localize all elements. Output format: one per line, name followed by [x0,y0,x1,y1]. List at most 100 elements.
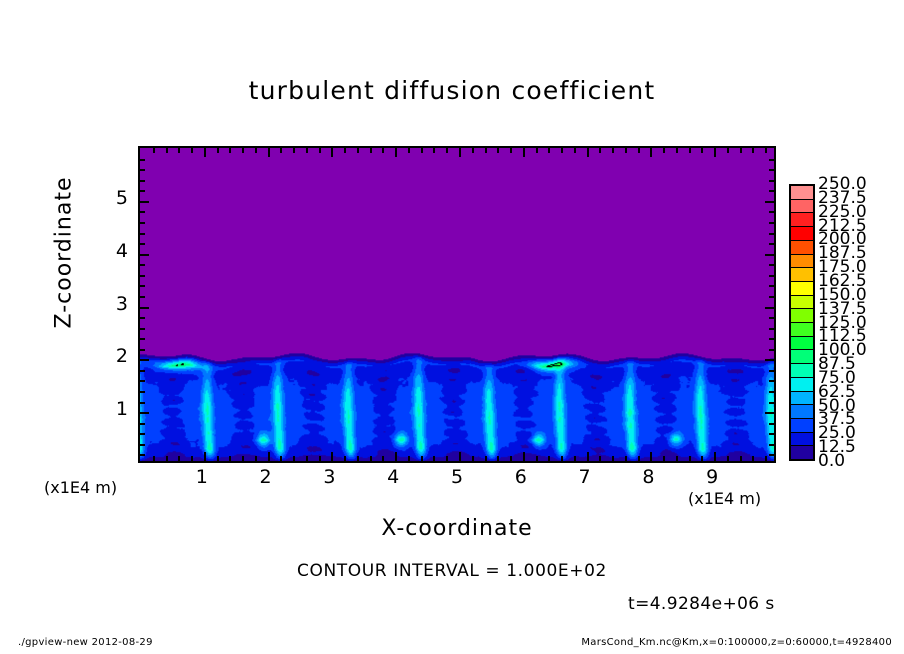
x-tick-top [229,148,232,153]
colorbar [789,184,815,461]
x-tick-top [510,148,513,153]
colorbar-band [791,227,813,241]
heatmap-canvas [140,148,774,461]
x-tick [548,456,551,461]
x-tick-top [331,148,334,157]
x-tick [433,456,436,461]
x-tick [573,456,576,461]
x-tick [535,456,538,461]
colorbar-tick-label: 187.5 [818,243,867,264]
y-tick-right [769,327,774,330]
y-tick [140,285,145,288]
colorbar-band [791,391,813,406]
x-tick-top [663,148,666,153]
x-tick-top [446,148,449,153]
colorbar-band [791,281,813,296]
x-tick [203,452,206,461]
colorbar-band [791,336,813,351]
colorbar-tick-label: 50.0 [818,395,856,416]
x-tick-top [637,148,640,153]
x-tick-top [216,148,219,153]
x-tick-top [612,148,615,153]
y-tick [140,348,145,351]
x-tick-top [497,148,500,153]
y-tick-right [769,295,774,298]
colorbar-band [791,350,813,365]
y-tick-right [769,221,774,224]
y-tick-right [769,338,774,341]
x-tick [650,452,653,461]
y-tick-right [769,232,774,235]
y-tick [140,243,145,246]
x-tick-top [714,148,717,157]
x-tick-top [191,148,194,153]
colorbar-tick-label: 37.5 [818,409,856,430]
x-tick-top [178,148,181,153]
colorbar-tick-label: 225.0 [818,201,867,222]
colorbar-band [791,377,813,392]
x-tick [739,456,742,461]
colorbar-band [791,446,813,460]
colorbar-band [791,186,813,200]
x-tick-top [739,148,742,153]
y-tick-right [769,454,774,457]
y-tick [140,295,145,298]
x-tick-top [165,148,168,153]
x-tick-label: 5 [450,466,464,488]
x-tick-top [726,148,729,153]
x-tick [152,456,155,461]
x-tick-top [599,148,602,153]
x-tick-top [675,148,678,153]
y-axis-title: Z-coordinate [51,176,77,329]
x-unit-label-left: (x1E4 m) [44,478,118,497]
x-tick-label: 2 [259,466,272,488]
x-tick [420,456,423,461]
x-tick [356,456,359,461]
x-tick [216,456,219,461]
colorbar-tick-label: 125.0 [818,312,867,333]
y-tick [140,200,149,203]
x-tick [446,456,449,461]
y-tick [140,443,145,446]
x-tick-top [765,148,768,153]
colorbar-band [791,254,813,269]
x-tick-label: 6 [514,466,527,488]
x-tick-top [650,148,653,157]
x-tick [382,456,385,461]
time-stamp-label: t=4.9284e+06 s [628,594,775,614]
y-tick-right [765,412,774,415]
x-tick [612,456,615,461]
y-tick [140,317,145,320]
contour-interval-label: CONTOUR INTERVAL = 1.000E+02 [297,561,607,581]
colorbar-tick-label: 212.5 [818,215,867,236]
y-tick-right [769,317,774,320]
colorbar-tick-label: 250.0 [818,174,867,194]
x-tick-top [382,148,385,153]
y-tick-right [769,422,774,425]
x-tick-top [586,148,589,157]
x-tick [331,452,334,461]
x-tick [254,456,257,461]
x-tick-top [267,148,270,157]
x-tick [191,456,194,461]
y-tick [140,169,145,172]
x-tick [714,452,717,461]
x-tick [459,452,461,461]
y-tick-right [769,190,774,193]
y-tick-right [769,243,774,246]
colorbar-tick-label: 162.5 [818,270,867,291]
page-title: turbulent diffusion coefficient [248,76,656,105]
x-axis-title: X-coordinate [381,516,533,541]
y-tick-right [769,264,774,267]
x-tick-top [293,148,296,153]
x-tick-top [344,148,347,153]
x-tick [293,456,296,461]
x-tick-top [471,148,474,153]
x-tick [599,456,602,461]
colorbar-tick-label: 75.0 [818,367,856,388]
colorbar-band [791,295,813,310]
x-tick-top [688,148,691,153]
y-tick [140,412,149,415]
colorbar-band [791,364,813,378]
y-tick-label: 4 [115,239,128,262]
